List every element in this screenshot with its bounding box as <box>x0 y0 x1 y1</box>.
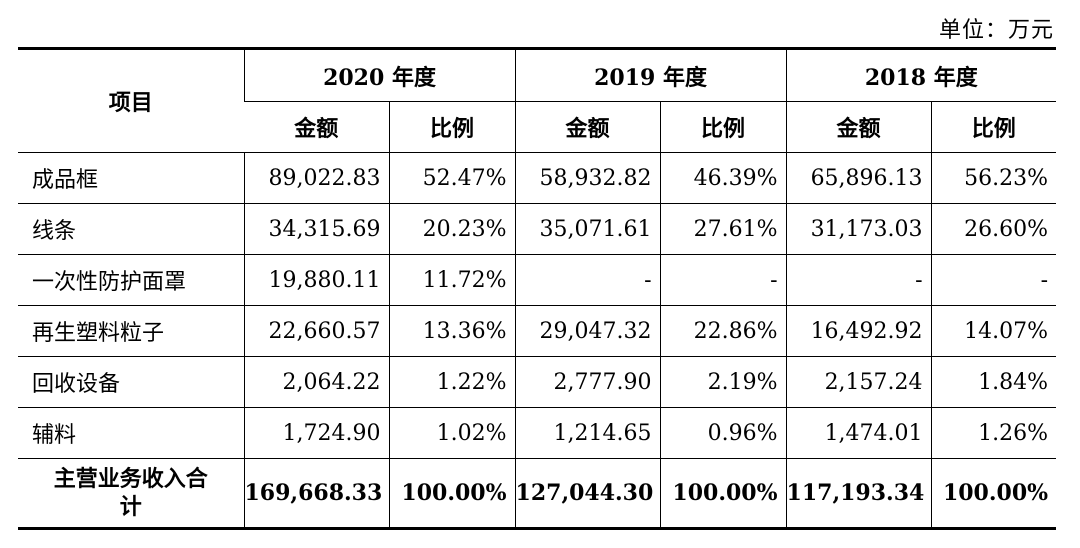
amount-2019: - <box>514 254 661 306</box>
unit-label: 单位：万元 <box>938 18 1054 43</box>
ratio-2020: 11.72% <box>388 254 516 306</box>
row-name: 回收设备 <box>18 356 244 408</box>
table-row: 回收设备 2,064.22 1.22% 2,777.90 2.19% 2,157… <box>18 356 1057 408</box>
ratio-2019: 2.19% <box>659 356 787 408</box>
ratio-2020: 1.22% <box>388 356 516 408</box>
table-row: 一次性防护面罩 19,880.11 11.72% - - - - <box>18 254 1057 306</box>
amount-2019: 1,214.65 <box>514 407 661 459</box>
total-ratio-2019: 100.00% <box>659 458 787 530</box>
row-name: 成品框 <box>18 152 244 204</box>
total-amount-2019: 127,044.30 <box>514 458 661 530</box>
total-ratio-2020: 100.00% <box>388 458 516 530</box>
header-amount: 金额 <box>514 101 661 153</box>
table-row: 成品框 89,022.83 52.47% 58,932.82 46.39% 65… <box>18 152 1057 204</box>
amount-2020: 34,315.69 <box>243 203 389 255</box>
row-name: 辅料 <box>18 407 244 459</box>
total-label-line1: 主营业务收入合 <box>53 466 208 492</box>
amount-2019: 58,932.82 <box>514 152 661 204</box>
header-row-metrics: 金额 比例 金额 比例 金额 比例 <box>18 101 1057 153</box>
revenue-table: 项目 2020 年度 2019 年度 2018 年度 金额 比例 金额 比例 金… <box>18 47 1057 530</box>
ratio-2020: 1.02% <box>388 407 516 459</box>
total-ratio-2018: 100.00% <box>930 458 1057 530</box>
ratio-2018: 26.60% <box>930 203 1057 255</box>
total-label: 主营业务收入合计 <box>18 458 244 530</box>
ratio-2018: 14.07% <box>930 305 1057 357</box>
header-item: 项目 <box>18 47 244 153</box>
total-label-line2: 计 <box>119 494 142 520</box>
total-row: 主营业务收入合计 169,668.33 100.00% 127,044.30 1… <box>18 458 1057 530</box>
header-year-2019: 2019 年度 <box>514 47 787 102</box>
amount-2019: 2,777.90 <box>514 356 661 408</box>
ratio-2018: 56.23% <box>930 152 1057 204</box>
header-row-years: 项目 2020 年度 2019 年度 2018 年度 <box>18 47 1057 153</box>
ratio-2019: 46.39% <box>659 152 787 204</box>
row-name: 线条 <box>18 203 244 255</box>
total-amount-2020: 169,668.33 <box>243 458 389 530</box>
header-year-2020: 2020 年度 <box>243 47 516 102</box>
amount-2020: 22,660.57 <box>243 305 389 357</box>
amount-2020: 1,724.90 <box>243 407 389 459</box>
table-row: 再生塑料粒子 22,660.57 13.36% 29,047.32 22.86%… <box>18 305 1057 357</box>
amount-2018: 2,157.24 <box>785 356 932 408</box>
amount-2018: - <box>785 254 932 306</box>
header-ratio: 比例 <box>388 101 516 153</box>
ratio-2018: 1.84% <box>930 356 1057 408</box>
row-name: 一次性防护面罩 <box>18 254 244 306</box>
ratio-2019: - <box>659 254 787 306</box>
amount-2020: 2,064.22 <box>243 356 389 408</box>
ratio-2019: 22.86% <box>659 305 787 357</box>
amount-2020: 89,022.83 <box>243 152 389 204</box>
row-name: 再生塑料粒子 <box>18 305 244 357</box>
ratio-2019: 0.96% <box>659 407 787 459</box>
table-row: 辅料 1,724.90 1.02% 1,214.65 0.96% 1,474.0… <box>18 407 1057 459</box>
header-ratio: 比例 <box>659 101 787 153</box>
ratio-2019: 27.61% <box>659 203 787 255</box>
amount-2018: 1,474.01 <box>785 407 932 459</box>
header-amount: 金额 <box>244 101 389 153</box>
amount-2020: 19,880.11 <box>243 254 389 306</box>
table-row: 线条 34,315.69 20.23% 35,071.61 27.61% 31,… <box>18 203 1057 255</box>
total-amount-2018: 117,193.34 <box>785 458 932 530</box>
amount-2019: 29,047.32 <box>514 305 661 357</box>
header-ratio: 比例 <box>930 101 1057 153</box>
amount-2018: 16,492.92 <box>785 305 932 357</box>
amount-2019: 35,071.61 <box>514 203 661 255</box>
amount-2018: 65,896.13 <box>785 152 932 204</box>
ratio-2020: 52.47% <box>388 152 516 204</box>
header-amount: 金额 <box>785 101 932 153</box>
ratio-2020: 20.23% <box>388 203 516 255</box>
ratio-2020: 13.36% <box>388 305 516 357</box>
amount-2018: 31,173.03 <box>785 203 932 255</box>
ratio-2018: - <box>930 254 1057 306</box>
header-year-2018: 2018 年度 <box>785 47 1057 102</box>
ratio-2018: 1.26% <box>930 407 1057 459</box>
